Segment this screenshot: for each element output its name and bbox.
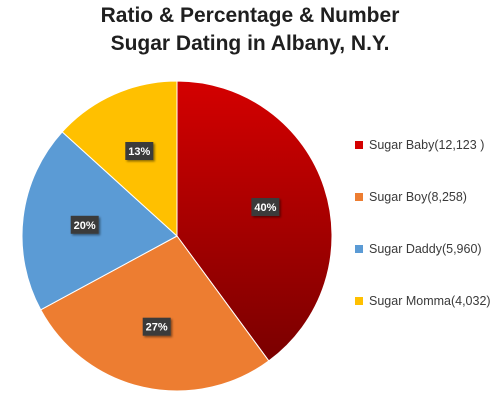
data-label-box-sugar-boy bbox=[142, 317, 171, 336]
data-label-box-sugar-baby bbox=[251, 198, 280, 216]
chart-title: Ratio & Percentage & Number Sugar Dating… bbox=[0, 2, 500, 58]
data-label-text-sugar-daddy: 20% bbox=[74, 220, 96, 232]
data-label-sugar-momma: 13% bbox=[125, 142, 154, 160]
data-label-sugar-baby: 40% bbox=[251, 198, 280, 216]
data-label-sugar-daddy: 20% bbox=[70, 215, 99, 234]
pie-slice-sugar-daddy bbox=[21, 131, 178, 311]
data-label-text-sugar-baby: 40% bbox=[254, 202, 276, 214]
legend-swatch-sugar-daddy bbox=[355, 245, 363, 253]
data-label-sugar-boy: 27% bbox=[142, 317, 171, 336]
data-label-text-sugar-momma: 13% bbox=[128, 146, 150, 158]
legend-swatch-sugar-boy bbox=[355, 193, 363, 201]
data-label-text-sugar-boy: 27% bbox=[146, 322, 168, 334]
chart-title-line-2: Sugar Dating in Albany, N.Y. bbox=[110, 32, 390, 55]
legend-label-sugar-baby: Sugar Baby(12,123 ) bbox=[369, 138, 485, 152]
legend-item-sugar-boy: Sugar Boy(8,258) bbox=[355, 184, 500, 210]
legend-label-sugar-boy: Sugar Boy(8,258) bbox=[369, 190, 467, 204]
legend-swatch-sugar-baby bbox=[355, 141, 363, 149]
data-label-box-sugar-daddy bbox=[70, 215, 99, 234]
legend-item-sugar-baby: Sugar Baby(12,123 ) bbox=[355, 132, 500, 158]
legend-item-sugar-momma: Sugar Momma(4,032) bbox=[355, 288, 500, 314]
chart-title-line-1: Ratio & Percentage & Number bbox=[100, 4, 400, 27]
pie-slice-sugar-baby bbox=[176, 80, 333, 362]
data-label-box-sugar-momma bbox=[125, 142, 154, 160]
legend: Sugar Baby(12,123 ) Sugar Boy(8,258) Sug… bbox=[355, 132, 500, 340]
legend-item-sugar-daddy: Sugar Daddy(5,960) bbox=[355, 236, 500, 262]
legend-swatch-sugar-momma bbox=[355, 297, 363, 305]
pie-slice-sugar-momma bbox=[61, 80, 178, 238]
legend-label-sugar-momma: Sugar Momma(4,032) bbox=[369, 294, 491, 308]
pie-slice-sugar-boy bbox=[40, 235, 270, 392]
legend-label-sugar-daddy: Sugar Daddy(5,960) bbox=[369, 242, 482, 256]
